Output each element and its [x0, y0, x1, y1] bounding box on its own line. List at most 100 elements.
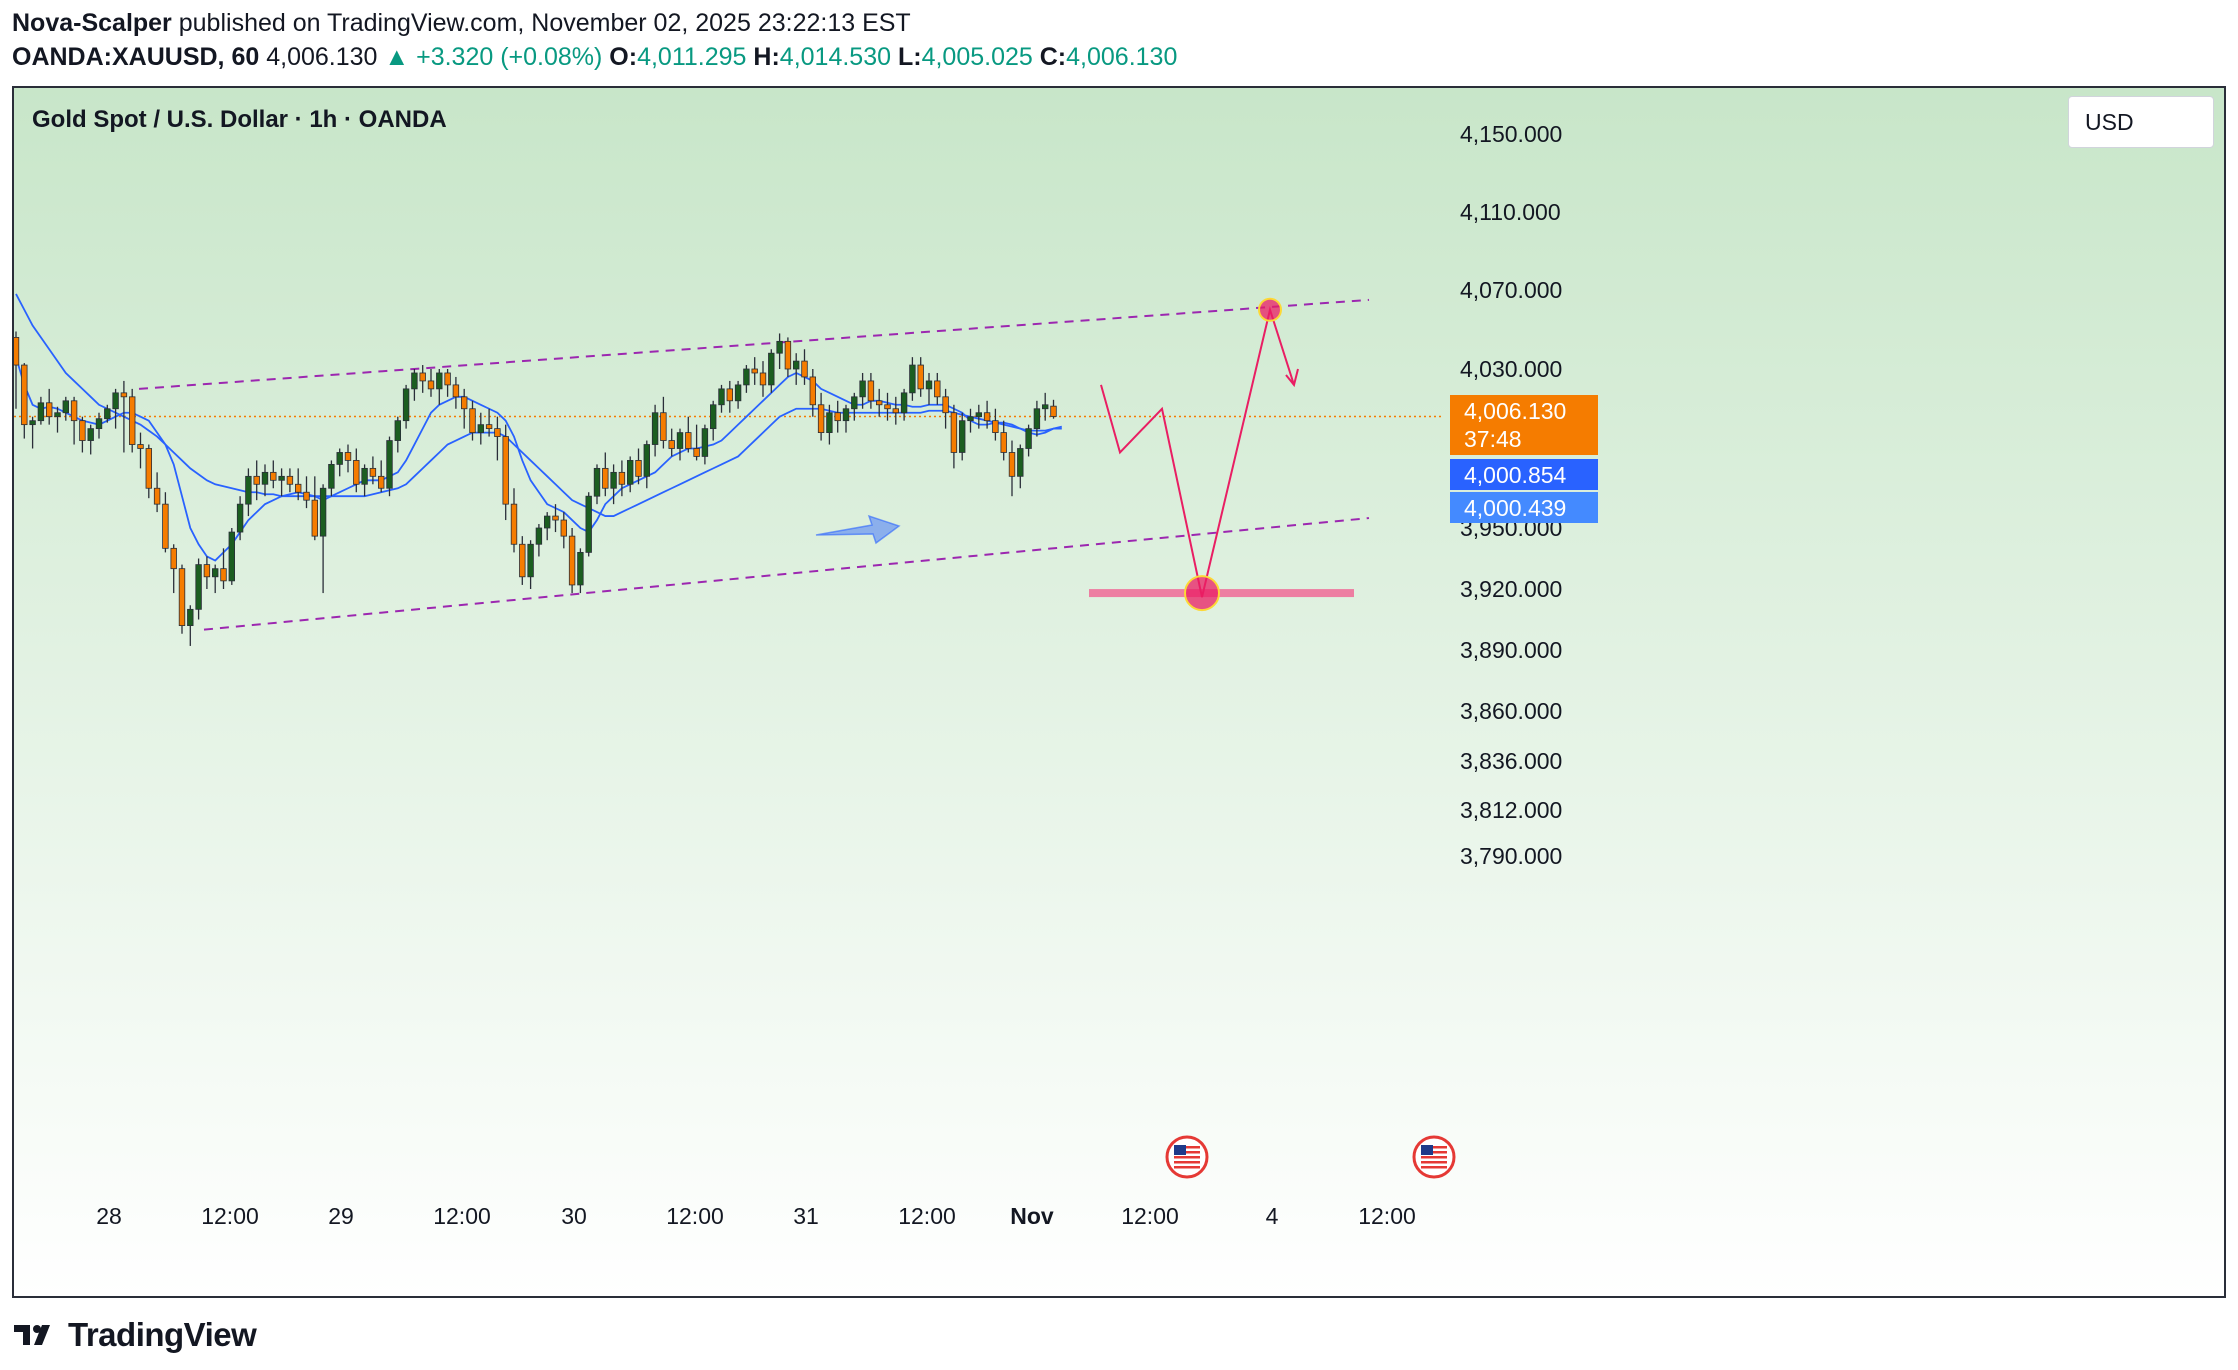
trend-arrow-icon — [815, 514, 901, 545]
candle — [1000, 420, 1007, 461]
candle-body — [776, 340, 783, 354]
candle-body — [884, 404, 891, 410]
candle-body — [178, 568, 186, 626]
candle-body — [377, 475, 385, 489]
candle-body — [444, 372, 451, 386]
candle-body — [651, 412, 659, 445]
candle — [220, 548, 227, 589]
candle — [104, 404, 111, 423]
candle-body — [535, 527, 543, 545]
price-chart[interactable]: 4,150.0004,110.0004,070.0004,030.0003,95… — [14, 88, 2224, 1296]
candle — [87, 424, 94, 455]
candle-body — [1000, 432, 1007, 453]
x-axis-tick-label: 12:00 — [433, 1203, 491, 1229]
candle-body — [959, 420, 966, 453]
candle — [203, 556, 211, 589]
candle-body — [1017, 448, 1024, 477]
candle-body — [734, 384, 742, 402]
candle — [294, 468, 302, 501]
open-label: O: — [609, 43, 638, 71]
candle — [270, 460, 277, 489]
candle — [826, 404, 833, 445]
candle-body — [867, 380, 875, 402]
candle-body — [104, 408, 111, 420]
candle — [477, 412, 484, 445]
candle — [552, 504, 559, 533]
candle-body — [909, 364, 916, 394]
candle — [253, 460, 260, 501]
candle-body — [502, 436, 509, 505]
candle — [153, 472, 161, 513]
tradingview-logo-icon — [14, 1325, 50, 1345]
candle-body — [793, 360, 800, 370]
candle — [377, 460, 385, 493]
y-axis-tick-label: 4,030.000 — [1460, 356, 1562, 382]
candle-body — [585, 495, 592, 553]
candle-body — [834, 412, 841, 422]
us-event-flag-icon-stripe — [1421, 1151, 1447, 1154]
candle — [54, 406, 61, 433]
candle-body — [817, 404, 825, 433]
channel-lower-line — [203, 517, 1370, 631]
candle-body — [469, 408, 476, 434]
candle — [14, 331, 20, 409]
candle-body — [361, 467, 368, 485]
footer-logo[interactable]: TradingView — [12, 1316, 257, 1354]
candle — [510, 488, 518, 553]
author-name[interactable]: Nova-Scalper — [12, 9, 172, 37]
candle — [178, 564, 186, 634]
candle — [394, 416, 401, 453]
candle-body — [618, 471, 626, 485]
projection-arrowhead-icon — [1285, 368, 1299, 388]
candle — [1050, 399, 1057, 419]
candle — [411, 369, 418, 401]
currency-button[interactable]: USD — [2068, 96, 2214, 148]
candle-body — [211, 568, 219, 578]
candle — [62, 396, 69, 421]
candle-body — [892, 408, 899, 414]
candle-body — [668, 440, 675, 449]
candle — [353, 448, 360, 493]
candle-body — [710, 404, 717, 430]
us-event-flag-icon — [1165, 1135, 1209, 1179]
candle — [286, 468, 294, 493]
ma2-price-tag-text: 4,000.439 — [1464, 495, 1566, 521]
published-text: published on TradingView.com, November 0… — [178, 9, 911, 37]
candle — [386, 436, 393, 497]
candle-body — [54, 412, 61, 418]
candle — [502, 424, 509, 521]
candle — [718, 384, 725, 413]
x-axis-tick-label: 12:00 — [1358, 1203, 1416, 1229]
y-axis-tick-label: 3,836.000 — [1460, 748, 1562, 774]
candle-body — [635, 460, 642, 477]
candle — [195, 558, 202, 620]
candle — [685, 416, 692, 453]
candle-body — [784, 340, 792, 370]
candle-body — [676, 432, 684, 449]
candle-body — [809, 376, 816, 406]
ma1-price-tag-bg — [1450, 459, 1598, 490]
candle-body — [14, 336, 20, 366]
candle — [876, 388, 883, 417]
low-label: L: — [897, 43, 922, 71]
last-price-tag-text: 37:48 — [1464, 426, 1522, 452]
x-axis-tick-label: 4 — [1266, 1203, 1279, 1229]
chart-pane[interactable]: 4,150.000 4,110.000 4,070.000 4,030.000 3,95… — [12, 86, 2226, 1298]
candle — [79, 416, 86, 453]
candle-body — [900, 392, 908, 414]
last-price: 4,006.130 — [266, 43, 378, 71]
candle-body — [967, 416, 974, 422]
candle-body — [112, 392, 119, 410]
candle-body — [826, 412, 833, 434]
candle-body — [29, 420, 36, 426]
ma1-price-tag-text: 4,000.854 — [1464, 462, 1567, 488]
y-axis-tick-label: 3,920.000 — [1460, 576, 1562, 602]
candle — [37, 396, 45, 425]
candle-body — [577, 551, 584, 586]
candle — [693, 424, 700, 461]
us-event-flag-icon-stripe — [1174, 1156, 1200, 1159]
candle-body — [552, 515, 559, 521]
channel-upper-line — [138, 298, 1370, 390]
candle-body — [602, 467, 609, 489]
